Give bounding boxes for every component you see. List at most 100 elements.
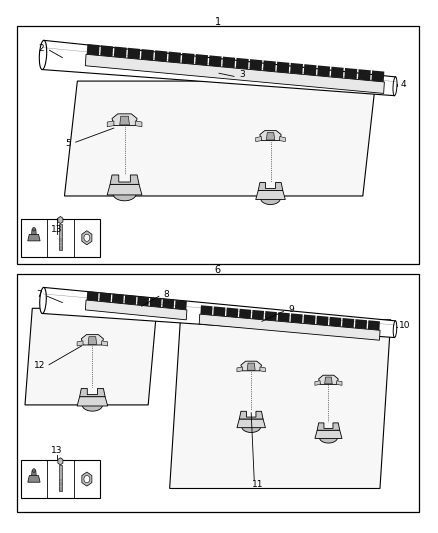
Polygon shape	[213, 306, 226, 317]
Polygon shape	[175, 300, 187, 310]
Polygon shape	[182, 53, 194, 64]
Bar	[17, 274, 419, 512]
Polygon shape	[239, 411, 263, 419]
Polygon shape	[304, 314, 315, 325]
Polygon shape	[290, 63, 303, 74]
Ellipse shape	[393, 77, 397, 95]
Polygon shape	[315, 430, 342, 439]
Polygon shape	[368, 320, 380, 330]
Polygon shape	[371, 70, 384, 82]
Polygon shape	[99, 293, 111, 302]
Polygon shape	[258, 183, 283, 190]
Text: 12: 12	[34, 361, 45, 370]
Polygon shape	[329, 317, 341, 327]
Polygon shape	[100, 45, 113, 56]
Polygon shape	[59, 224, 62, 250]
Text: 9: 9	[288, 305, 294, 314]
Polygon shape	[32, 471, 36, 475]
Polygon shape	[209, 55, 222, 67]
Polygon shape	[168, 52, 181, 63]
Polygon shape	[42, 287, 396, 337]
Text: 2: 2	[38, 44, 44, 53]
Polygon shape	[319, 375, 338, 384]
Polygon shape	[325, 377, 332, 384]
Polygon shape	[278, 312, 290, 322]
Circle shape	[84, 475, 90, 483]
Text: 1: 1	[215, 17, 221, 27]
Polygon shape	[81, 335, 103, 345]
Polygon shape	[124, 295, 136, 305]
Polygon shape	[239, 309, 251, 319]
Polygon shape	[80, 389, 105, 397]
Polygon shape	[337, 381, 342, 385]
Bar	[17, 26, 419, 264]
Polygon shape	[107, 184, 142, 195]
Polygon shape	[199, 314, 380, 340]
Polygon shape	[237, 367, 243, 372]
Text: 4: 4	[401, 80, 406, 89]
Polygon shape	[279, 136, 285, 142]
Polygon shape	[137, 296, 149, 306]
Polygon shape	[358, 69, 371, 80]
Text: 11: 11	[252, 480, 263, 489]
Polygon shape	[155, 50, 167, 62]
Text: 6: 6	[215, 265, 221, 275]
Polygon shape	[42, 41, 396, 95]
Polygon shape	[315, 381, 320, 385]
Polygon shape	[342, 318, 354, 328]
Polygon shape	[85, 54, 385, 93]
Polygon shape	[226, 308, 238, 318]
Polygon shape	[120, 116, 129, 125]
Bar	[21, 219, 100, 256]
Polygon shape	[290, 313, 303, 324]
Polygon shape	[223, 56, 235, 68]
Polygon shape	[266, 133, 275, 140]
Polygon shape	[112, 294, 124, 304]
Circle shape	[32, 469, 35, 472]
Polygon shape	[113, 194, 136, 201]
Polygon shape	[304, 64, 317, 76]
Polygon shape	[135, 121, 142, 127]
Polygon shape	[58, 216, 63, 223]
Polygon shape	[107, 121, 114, 127]
Polygon shape	[263, 60, 276, 72]
Polygon shape	[236, 58, 249, 69]
Polygon shape	[87, 44, 99, 55]
Polygon shape	[317, 423, 340, 430]
Polygon shape	[85, 300, 187, 320]
Polygon shape	[77, 397, 108, 406]
Polygon shape	[276, 62, 290, 73]
Polygon shape	[28, 475, 40, 482]
Polygon shape	[141, 49, 154, 61]
Polygon shape	[64, 81, 376, 196]
Text: 13: 13	[51, 225, 63, 235]
Ellipse shape	[39, 41, 47, 69]
Polygon shape	[59, 465, 62, 491]
Polygon shape	[112, 114, 137, 126]
Polygon shape	[58, 458, 63, 465]
Polygon shape	[241, 361, 261, 371]
Polygon shape	[162, 298, 174, 309]
Text: 10: 10	[399, 320, 410, 329]
Circle shape	[84, 234, 90, 241]
Polygon shape	[260, 131, 281, 141]
Polygon shape	[260, 367, 265, 372]
Polygon shape	[114, 46, 127, 58]
Polygon shape	[355, 319, 367, 329]
Polygon shape	[256, 136, 261, 142]
Text: 7: 7	[37, 290, 42, 299]
Polygon shape	[250, 59, 262, 70]
Polygon shape	[88, 337, 97, 344]
Polygon shape	[170, 320, 391, 488]
Polygon shape	[102, 341, 108, 346]
Polygon shape	[319, 438, 338, 443]
Text: 8: 8	[164, 290, 170, 299]
Polygon shape	[237, 419, 265, 427]
Polygon shape	[247, 363, 255, 370]
Polygon shape	[82, 405, 102, 411]
Polygon shape	[265, 311, 277, 321]
Polygon shape	[256, 190, 285, 199]
Polygon shape	[261, 198, 280, 205]
Polygon shape	[25, 308, 157, 405]
Polygon shape	[316, 316, 328, 326]
